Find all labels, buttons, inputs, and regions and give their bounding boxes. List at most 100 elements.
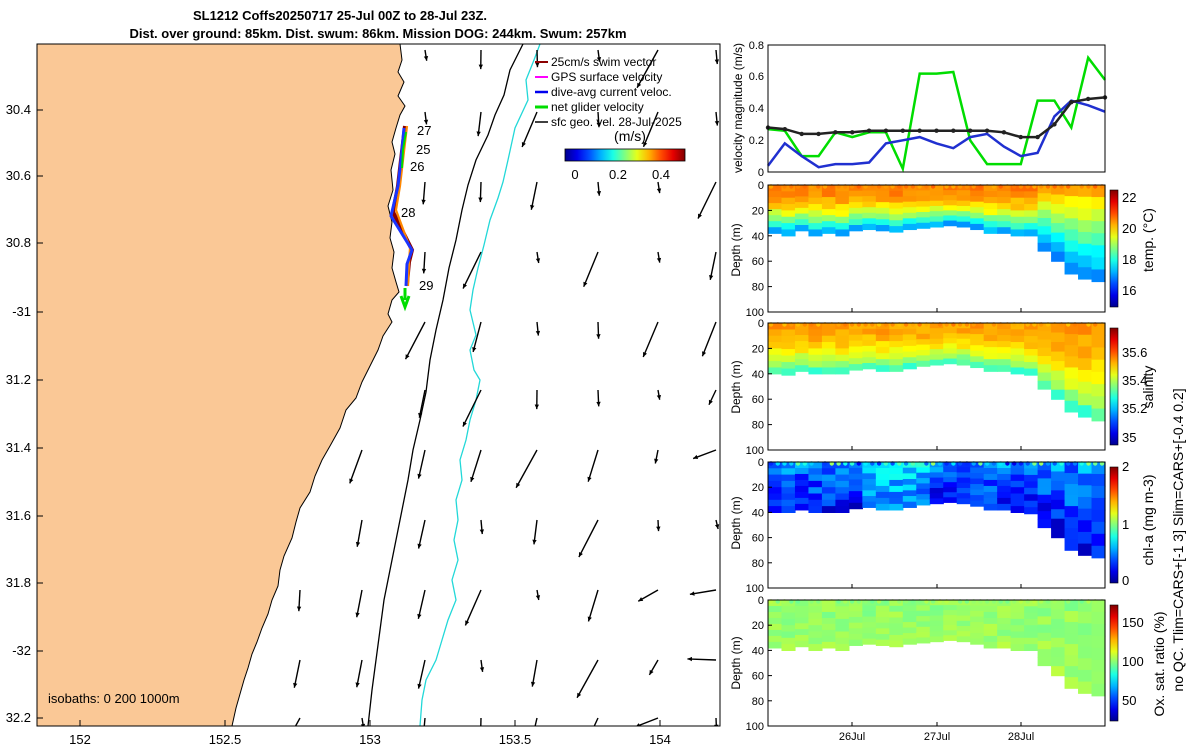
heatmap-cell (781, 618, 796, 626)
heatmap-cell (1051, 242, 1066, 253)
velocity-arrow-head (349, 478, 354, 484)
heatmap-cell (1064, 262, 1079, 275)
map-y-tick-label: 30.8 (6, 235, 31, 250)
heatmap-cell (1064, 196, 1079, 208)
heatmap-cell (862, 351, 877, 358)
land-area (37, 44, 406, 726)
heatmap-cell (808, 480, 823, 488)
heatmap-cell (808, 637, 823, 645)
velocity-arrow-head (421, 268, 427, 274)
heatmap-cell (1078, 267, 1093, 280)
velocity-arrow (709, 251, 717, 280)
heatmap-cell (997, 209, 1012, 216)
heatmap-cell (794, 207, 810, 215)
salinity-colorbar-tick: 35.2 (1122, 401, 1147, 416)
heatmap-cell (889, 617, 904, 624)
heatmap-cell (1010, 323, 1025, 330)
heatmap-cell (1024, 191, 1039, 199)
heatmap-cell (929, 477, 944, 484)
heatmap-cell (889, 503, 904, 511)
heatmap-cell (835, 625, 850, 633)
velocity-arrow-head (355, 541, 361, 547)
heatmap-cell (794, 202, 810, 209)
heatmap-cell (956, 487, 971, 494)
heatmap-cell (997, 629, 1012, 637)
heatmap-cell (862, 467, 877, 474)
heatmap-cell (1010, 612, 1025, 620)
heatmap-cell (821, 487, 836, 495)
heatmap-cell (1051, 185, 1066, 196)
velocity-arrow-head (296, 606, 302, 612)
velocity-arrow-head (421, 736, 425, 741)
heatmap-cell (1037, 347, 1052, 357)
heatmap-cell (821, 623, 836, 631)
heatmap-cell (983, 347, 998, 354)
velocity-arrow-head (642, 351, 647, 357)
heatmap-cell (1051, 490, 1066, 501)
heatmap-cell (835, 612, 850, 620)
heatmap-cell (929, 205, 944, 212)
heatmap-cell (781, 185, 796, 192)
heatmap-cell (821, 221, 836, 228)
heatmap-cell (902, 473, 917, 480)
heatmap-cell (768, 600, 783, 607)
heatmap-cell (929, 216, 944, 223)
velocity-arrow-head (714, 59, 720, 65)
heatmap-cell (889, 329, 904, 336)
velocity-arrow-head (596, 122, 601, 128)
heatmap-cell (929, 467, 944, 473)
heatmap-cell (848, 462, 863, 469)
heatmap-cell (1037, 234, 1052, 244)
heatmap-cell (781, 625, 796, 633)
heatmap-cell (1064, 185, 1079, 197)
heatmap-cell (1037, 218, 1052, 227)
heatmap-cell (970, 218, 985, 225)
heatmap-cell (902, 501, 917, 508)
heatmap-cell (929, 605, 944, 611)
velocity-arrow (472, 321, 482, 353)
salinity-colorbar-tick: 35 (1122, 430, 1136, 445)
heatmap-cell (1091, 533, 1106, 547)
heatmap-cell (1051, 656, 1066, 667)
heatmap-cell (983, 635, 998, 643)
heatmap-cell (943, 338, 958, 344)
heatmap-cell (956, 600, 971, 606)
heatmap-cell (889, 479, 904, 487)
velocity-arrow-head (405, 354, 410, 360)
heatmap-cell (916, 328, 931, 335)
heatmap-cell (835, 468, 850, 476)
heatmap-cell (902, 185, 917, 192)
heatmap-depth-tick: 0 (758, 457, 764, 469)
heatmap-cell (1064, 462, 1079, 474)
heatmap-cell (1010, 499, 1025, 507)
velocity-arrow-head (638, 597, 644, 602)
heatmap-cell (970, 196, 985, 203)
heatmap-cell (997, 462, 1012, 469)
heatmap-cell (1091, 611, 1106, 625)
heatmap-cell (997, 191, 1012, 198)
velocity-y-tick: 0 (758, 167, 764, 179)
velocity-arrow (423, 717, 426, 726)
heatmap-cell (781, 342, 796, 350)
heatmap-cell (983, 323, 998, 330)
heatmap-cell (875, 365, 890, 372)
heatmap-cell (781, 637, 796, 645)
heatmap-cell (1051, 251, 1066, 262)
heatmap-cell (997, 635, 1012, 643)
velocity-series-point (1001, 130, 1007, 135)
heatmap-cell (943, 492, 958, 498)
heatmap-cell (1037, 649, 1052, 658)
heatmap-cell (794, 634, 810, 642)
heatmap-cell (862, 328, 877, 336)
heatmap-cell (794, 473, 810, 481)
heatmap-cell (781, 210, 796, 218)
heatmap-cell (943, 615, 958, 621)
heatmap-cell (929, 625, 944, 632)
heatmap-cell (916, 483, 931, 490)
temp-colorbar-tick: 22 (1122, 190, 1136, 205)
velocity-arrow (464, 589, 482, 626)
day-label-25: 25 (416, 142, 430, 157)
velocity-arrow (583, 251, 599, 287)
velocity-arrow-head (656, 526, 661, 532)
heatmap-cell (821, 329, 836, 337)
